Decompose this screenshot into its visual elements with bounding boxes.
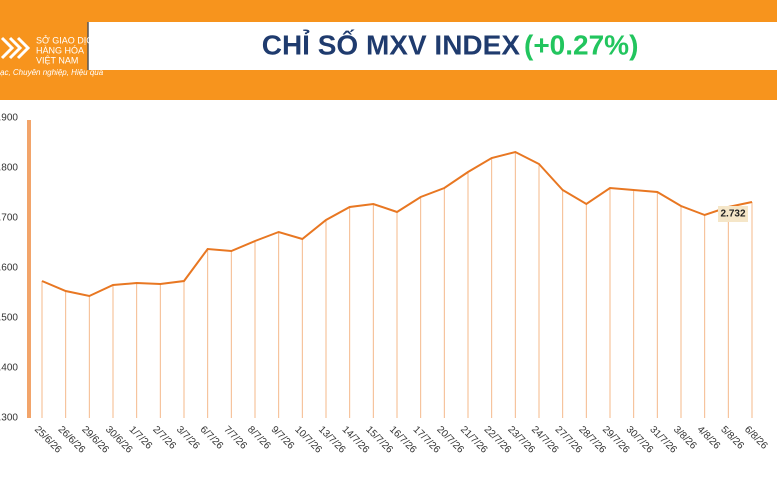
x-tick-label: 9/7/26 — [269, 424, 297, 452]
y-tick-label: 2.400 — [0, 363, 18, 374]
y-tick-label: 2.900 — [0, 113, 18, 124]
logo-line: HÀNG HÓA — [36, 45, 84, 55]
chart-subtitle: (+0.27%) — [524, 29, 638, 60]
x-tick-label: 3/7/26 — [174, 424, 202, 452]
logo-tagline: ạc, Chuyên nghiệp, Hiệu quả — [0, 68, 104, 77]
value-label-box — [718, 206, 748, 222]
chart-title: CHỈ SỐ MXV INDEX — [262, 28, 521, 60]
y-tick-label: 2.800 — [0, 163, 18, 174]
x-tick-label: 2/7/26 — [150, 424, 178, 452]
title-box — [88, 22, 777, 70]
logo: SỞ GIAO DỊCH HÀNG HÓA VIỆT NAM ạc, Chuyê… — [0, 34, 104, 77]
x-tick-label: 6/7/26 — [198, 424, 226, 452]
logo-line: VIỆT NAM — [36, 55, 78, 65]
x-tick-label: 5/8/26 — [718, 424, 746, 452]
value-label: 2.732 — [720, 209, 745, 220]
y-tick-label: 2.500 — [0, 313, 18, 324]
y-tick-label: 2.700 — [0, 213, 18, 224]
y-tick-label: 2.300 — [0, 413, 18, 424]
y-axis-bar — [27, 120, 31, 418]
x-tick-label: 7/7/26 — [221, 424, 249, 452]
x-tick-label: 4/8/26 — [695, 424, 723, 452]
logo-line: SỞ GIAO DỊCH — [36, 34, 99, 45]
x-tick-label: 8/7/26 — [245, 424, 273, 452]
x-tick-label: 6/8/26 — [742, 424, 770, 452]
y-tick-label: 2.600 — [0, 263, 18, 274]
data-line — [41, 150, 753, 298]
